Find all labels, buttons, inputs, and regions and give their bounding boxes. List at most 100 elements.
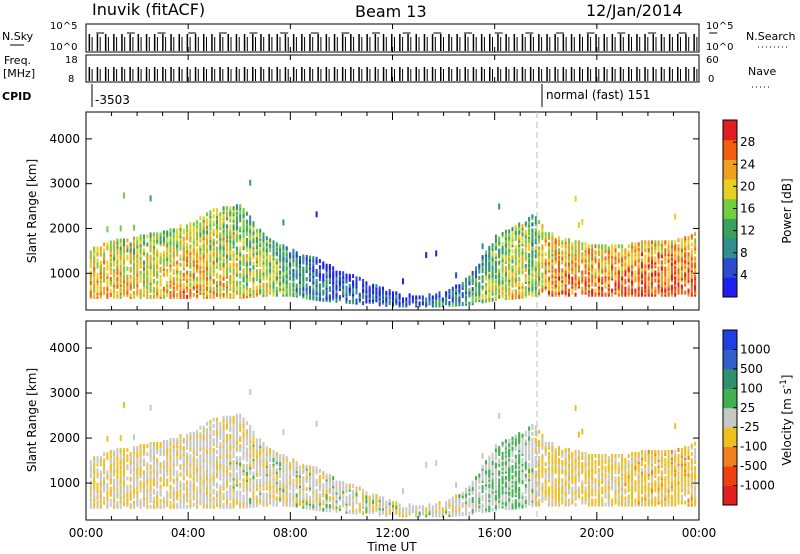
power-cell [518,283,521,287]
power-cell [149,260,152,265]
power-cell [235,224,238,229]
velocity-cell [149,504,152,509]
velocity-cell [106,502,109,507]
velocity-cell [189,454,192,459]
power-cell [159,252,162,257]
power-cell [651,256,653,261]
power-cell [275,258,278,263]
velocity-cell [103,500,106,505]
power-cell [541,278,544,283]
power-ylabel: Slant Range [km] [25,159,39,263]
power-cell [538,278,541,283]
power-cell [597,262,600,267]
velocity-cell [99,498,102,503]
power-cell [123,260,125,265]
nave-bar [222,69,224,81]
velocity-cell [249,497,252,502]
velocity-cell [149,474,152,479]
power-cell [219,232,222,237]
power-cell [219,280,222,285]
power-cell [182,246,185,251]
power-cell [335,296,338,301]
velocity-cell [249,485,252,490]
power-cell [604,278,607,283]
power-cell [239,266,242,271]
power-cell [206,230,208,235]
power-cell [209,272,212,277]
power-cell [498,286,501,291]
power-cell [239,238,242,243]
power-cell [262,238,265,243]
power-cell [408,293,411,298]
power-cell [388,291,391,296]
velocity-cell [229,474,232,479]
power-cell [571,280,574,285]
power-cell [252,261,255,266]
velocity-cell [252,503,255,508]
power-cell [627,278,630,283]
freq-bar [137,67,140,81]
power-cell [289,286,292,291]
power-cell [657,240,660,245]
velocity-cell [209,444,212,449]
power-cell [199,286,202,291]
velocity-cell [126,490,129,495]
nsearch-bar [549,37,551,51]
power-cell [564,244,567,249]
velocity-cell [245,488,248,493]
power-cell [594,292,597,297]
power-cell [219,266,222,271]
power-cell [93,262,96,267]
velocity-cell [186,460,189,465]
power-cell [202,240,205,245]
power-cell [621,276,624,281]
nsearch-bar [336,37,338,51]
power-cell [554,240,557,245]
power-cell [242,236,245,241]
velocity-cell [169,500,172,505]
power-cell [265,242,268,247]
velocity-cell [189,436,192,440]
velocity-cell [242,417,245,422]
power-cell [604,292,607,297]
power-cell [534,260,537,265]
power-cell [584,280,587,285]
power-cell [634,278,637,283]
velocity-cell [232,468,235,473]
power-cell [189,276,192,281]
power-cell [292,285,295,289]
power-cell [657,266,660,271]
power-cell [651,260,653,265]
power-cell [182,238,185,243]
power-cell [511,231,514,236]
velocity-cell [206,482,208,487]
date-title: 12/Jan/2014 [586,1,683,20]
velocity-cell [93,476,96,481]
velocity-cell [93,468,96,473]
nsearch-bar [516,37,518,51]
velocity-cell [219,460,222,465]
power-cell [318,283,321,288]
velocity-cell [109,468,112,473]
power-cell [551,240,554,245]
velocity-cell [169,444,172,449]
power-cell [531,258,534,263]
power-cell [328,294,331,299]
power-cell [292,258,295,263]
nave-bar [173,69,175,81]
power-cell [488,280,491,285]
nave-bar [295,69,297,81]
power-cell [146,290,149,295]
power-cell [229,212,232,217]
velocity-cell [146,486,149,491]
power-cell [292,293,295,297]
velocity-cell [209,431,212,436]
freq-bar [628,67,630,81]
velocity-cell [239,419,242,424]
velocity-cell [99,460,102,465]
nsky-bar [137,34,140,51]
velocity-cell [186,504,189,509]
power-cell [607,254,610,259]
velocity-cell [216,421,218,426]
power-cell [239,218,242,223]
